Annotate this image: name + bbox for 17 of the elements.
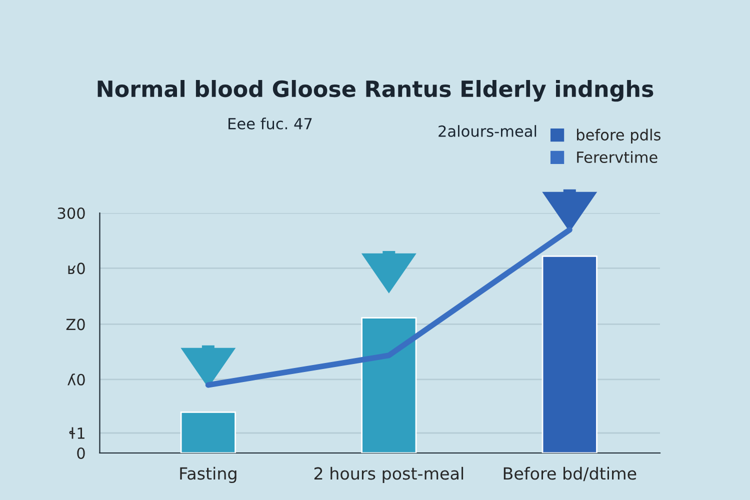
y-tick-label: ʎ0 <box>68 374 85 386</box>
bar <box>180 412 236 453</box>
legend-label: before pdls <box>577 128 660 144</box>
y-tick-label: 300 <box>58 207 85 220</box>
y-tick-label: ɬ1 <box>69 427 84 439</box>
bar <box>542 256 598 453</box>
legend-label: Ferervtime <box>577 151 658 163</box>
x-tick-label: Fasting <box>180 466 236 484</box>
chart-title: Normal blood Gloose Rantus Elderly indnghs <box>98 80 654 102</box>
y-tick-label: 0 <box>77 447 85 460</box>
text: Eee fuc. 47 <box>228 118 312 130</box>
x-tick-label: Before bd/dtime <box>504 466 636 482</box>
text: 2alours-meal <box>438 125 536 137</box>
y-tick-label: ʁ0 <box>68 262 85 274</box>
bar <box>361 317 417 453</box>
x-tick-label: 2 hours post-meal <box>314 466 464 484</box>
y-tick-label: Z0 <box>66 318 85 330</box>
